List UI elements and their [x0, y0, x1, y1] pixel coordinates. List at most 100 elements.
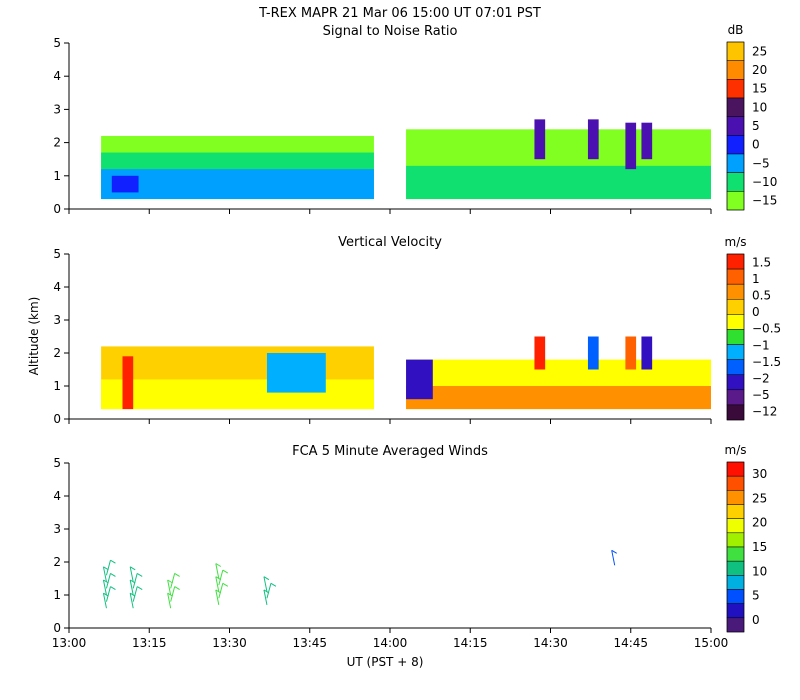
y-tick-label: 4 [53, 489, 61, 503]
wind-barb [132, 573, 138, 589]
y-tick-label: 4 [53, 69, 61, 83]
colorbar-swatch [726, 41, 745, 61]
colorbar-label: 25 [752, 44, 767, 58]
wind-barb [263, 576, 268, 592]
y-tick-label: 3 [53, 102, 61, 116]
colorbar-label: 0 [752, 138, 760, 152]
colorbar-label: −1 [752, 338, 770, 352]
colorbar-label: 5 [752, 589, 760, 603]
data-cell [534, 336, 546, 370]
colorbar-label: −2 [752, 372, 770, 386]
colorbar-label: −0.5 [752, 322, 781, 336]
wind-barb [129, 566, 134, 582]
panel-1: Signal to Noise Ratio 0 1 2 3 4 5 dB 25 20 15 10 5 0 −… [53, 23, 777, 216]
colorbar-swatch [726, 504, 745, 519]
y-tick-label: 5 [53, 36, 61, 50]
wind-barb [266, 583, 272, 599]
wind-barb [105, 560, 111, 576]
colorbar-label: 1 [752, 272, 760, 286]
data-cell [641, 122, 653, 160]
colorbar-swatch [726, 589, 745, 604]
x-tick-label: 13:15 [132, 636, 167, 650]
colorbar-label: 30 [752, 467, 767, 481]
colorbar-label: −15 [752, 194, 777, 208]
wind-barb [102, 593, 107, 609]
x-tick-label: 14:30 [533, 636, 568, 650]
wind-barb-flag [174, 572, 180, 577]
panel-title: Vertical Velocity [338, 235, 442, 250]
data-cell [406, 386, 711, 410]
colorbar-units: dB [728, 23, 744, 37]
figure-title: T-REX MAPR 21 Mar 06 15:00 UT 07:01 PST [258, 6, 541, 21]
colorbar-swatch [726, 359, 745, 375]
wind-barb [170, 573, 176, 589]
x-axis-label: UT (PST + 8) [347, 655, 424, 669]
y-tick-label: 2 [53, 346, 61, 360]
y-tick-label: 3 [53, 313, 61, 327]
colorbar-label: 10 [752, 564, 767, 578]
panel-2: Vertical Velocity 0 1 2 3 4 5 m/s 1.5 1 0.5 0 −0.5 −1… [53, 235, 781, 426]
colorbar-swatch [726, 475, 745, 491]
y-tick-label: 2 [53, 136, 61, 150]
wind-barb-flag [222, 582, 229, 587]
colorbar-label: −5 [752, 388, 770, 402]
colorbar-units: m/s [725, 443, 747, 457]
x-tick-label: 13:00 [52, 636, 87, 650]
panel-title: FCA 5 Minute Averaged Winds [292, 444, 488, 459]
wind-barb-flag [222, 569, 229, 574]
colorbar-swatch [726, 116, 745, 136]
data-cell [625, 122, 637, 170]
colorbar-swatch [726, 283, 745, 300]
wind-barb [611, 550, 616, 566]
wind-barb [105, 573, 111, 589]
colorbar-swatch [726, 79, 745, 99]
colorbar-swatch [726, 135, 745, 155]
x-tick-label: 14:45 [613, 636, 648, 650]
data-cell [587, 336, 599, 370]
colorbar-swatch [726, 617, 745, 633]
x-tick-label: 15:00 [694, 636, 729, 650]
data-cell [641, 336, 653, 370]
panel-title: Signal to Noise Ratio [323, 24, 458, 39]
colorbar-label: −12 [752, 405, 777, 419]
colorbar-swatch [726, 299, 745, 315]
wind-barb [105, 586, 111, 602]
colorbar-swatch [726, 172, 745, 192]
wind-barb-flag [129, 566, 136, 571]
colorbar-label: 20 [752, 63, 767, 77]
colorbar-swatch [726, 268, 745, 285]
y-axis-label: Altitude (km) [27, 297, 41, 376]
data-cell [534, 119, 546, 160]
colorbar-label: 15 [752, 82, 767, 96]
colorbar-label: −10 [752, 175, 777, 189]
y-tick-label: 2 [53, 555, 61, 569]
wind-barb-flag [611, 549, 617, 554]
colorbar-swatch [726, 560, 745, 576]
colorbar-frame [726, 41, 745, 211]
wind-barb [102, 566, 107, 582]
data-cell [587, 119, 599, 160]
wind-barb [215, 576, 220, 592]
colorbar-swatch [726, 314, 745, 330]
y-tick-label: 1 [53, 588, 61, 602]
x-tick-label: 14:00 [373, 636, 408, 650]
wind-barb [215, 563, 220, 579]
colorbar-label: 0.5 [752, 289, 771, 303]
y-tick-label: 5 [53, 456, 61, 470]
colorbar-label: 20 [752, 516, 767, 530]
wind-barb [218, 583, 224, 599]
wind-barb [102, 579, 107, 596]
wind-barb-flag [215, 563, 222, 567]
wind-barb [129, 579, 134, 596]
wind-barb-flag [110, 559, 116, 564]
colorbar-swatch [726, 253, 745, 270]
wind-barb-flag [270, 582, 277, 587]
colorbar-swatch [726, 532, 745, 548]
colorbar-label: 10 [752, 100, 767, 114]
wind-barb-flag [174, 586, 180, 591]
colorbar-swatch [726, 191, 745, 211]
wind-barb-flag [110, 586, 116, 591]
colorbar-label: 25 [752, 491, 767, 505]
colorbar-swatch [726, 153, 745, 173]
